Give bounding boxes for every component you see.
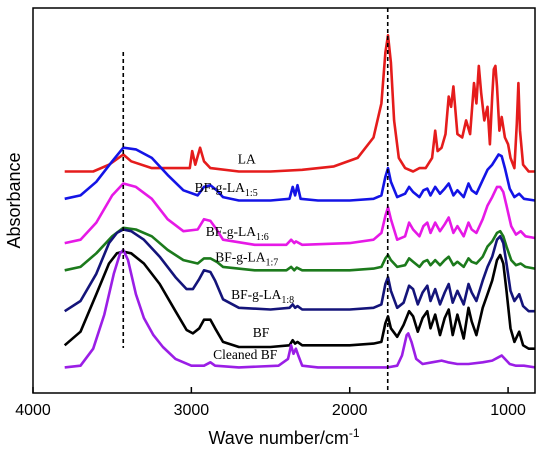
series-label-name-4: BF-g-LA	[231, 287, 282, 302]
x-axis-title-text: Wave number/cm	[208, 428, 348, 448]
plot-frame	[32, 7, 536, 394]
x-axis-title-exponent: -1	[349, 426, 360, 440]
series-label-0: LA	[238, 152, 256, 167]
series-label-4: BF-g-LA1:8	[231, 287, 294, 306]
series-label-2: BF-g-LA1:6	[206, 224, 269, 243]
series-labels: LABF-g-LA1:5BF-g-LA1:6BF-g-LA1:7BF-g-LA1…	[195, 152, 294, 363]
series-line-4	[63, 228, 535, 313]
series-line-0	[64, 34, 535, 173]
series-line-6	[64, 248, 536, 369]
series-label-1: BF-g-LA1:5	[195, 180, 258, 199]
series-label-subscript-4: 1:8	[281, 295, 294, 306]
x-tick-label-0: 4000	[15, 402, 51, 419]
series-label-name-2: BF-g-LA	[206, 224, 257, 239]
y-axis-title: Absorbance	[4, 152, 24, 248]
series-label-5: BF	[253, 325, 270, 340]
series-label-3: BF-g-LA1:7	[215, 249, 278, 268]
series-label-subscript-3: 1:7	[266, 257, 279, 268]
series-line-5	[63, 250, 535, 350]
x-axis-ticks: 4000 3000 2000 1000	[15, 387, 526, 419]
x-tick-label-2: 2000	[332, 402, 368, 419]
series-label-name-6: Cleaned BF	[213, 347, 278, 362]
x-tick-label-3: 1000	[490, 402, 526, 419]
series-label-name-1: BF-g-LA	[195, 180, 246, 195]
x-axis-title: Wave number/cm-1	[208, 426, 359, 448]
series-line-1	[64, 146, 536, 202]
series-label-subscript-1: 1:5	[245, 188, 258, 199]
series-label-name-3: BF-g-LA	[215, 249, 266, 264]
series-line-3	[64, 226, 536, 272]
x-tick-label-1: 3000	[174, 402, 210, 419]
plot-lines	[63, 34, 536, 369]
series-label-6: Cleaned BF	[213, 347, 278, 362]
series-line-2	[64, 182, 536, 247]
reference-lines	[122, 8, 389, 393]
series-label-name-5: BF	[253, 325, 270, 340]
series-label-name-0: LA	[238, 152, 256, 167]
series-label-subscript-2: 1:6	[256, 232, 269, 243]
